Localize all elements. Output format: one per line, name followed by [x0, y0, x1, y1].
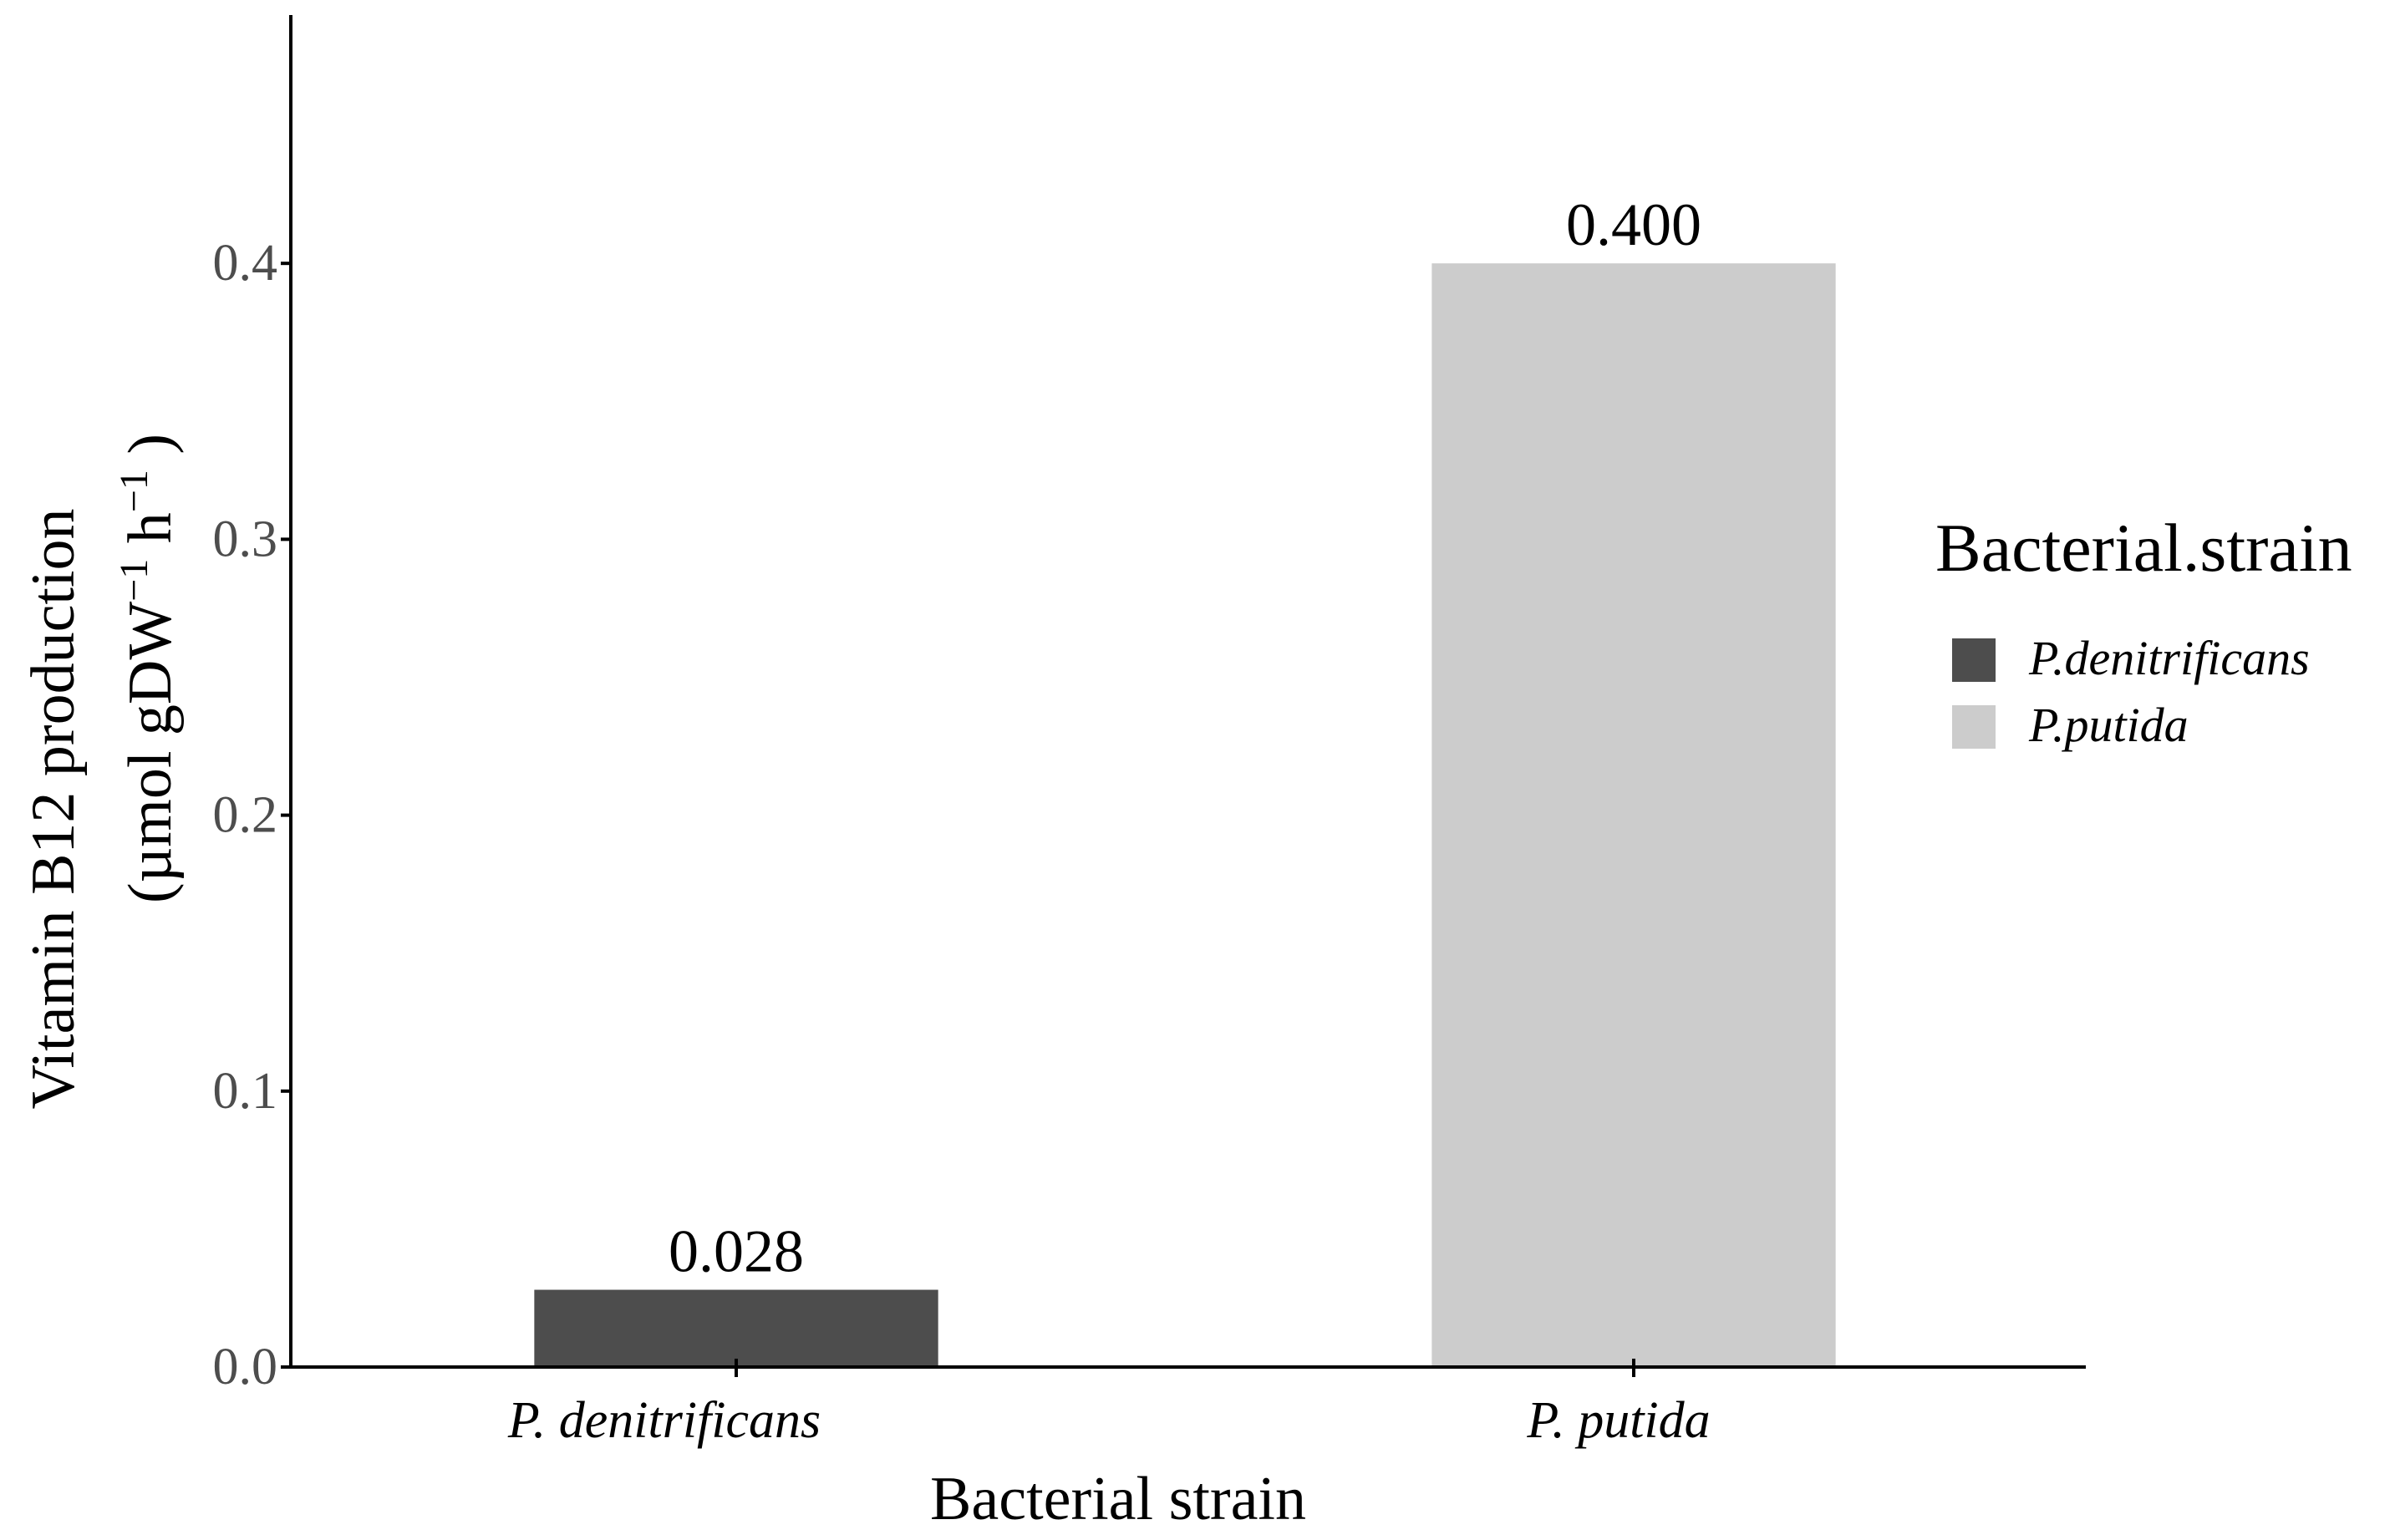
legend: Bacterial.strain P.denitrificans P.putid…: [1935, 510, 2352, 752]
y-units-sup-1: −1: [112, 559, 156, 602]
x-tick-label-p-putida: P. putida: [1526, 1392, 1710, 1449]
bar-p-putida: [1431, 263, 1836, 1367]
y-ticks-group: 0.0 0.1 0.2 0.3 0.4: [213, 235, 291, 1395]
y-units-part-3: ): [116, 434, 185, 470]
axes-group: [289, 15, 2086, 1369]
legend-swatch-p-putida: [1952, 705, 1996, 749]
legend-title: Bacterial.strain: [1935, 510, 2352, 586]
y-axis-title-units: (µmol gDW−1 h−1 ): [112, 434, 185, 903]
x-tick-label-p-denitrificans: P. denitrificans: [507, 1392, 821, 1449]
data-label-p-denitrificans: 0.028: [669, 1218, 804, 1285]
y-tick-label-0: 0.0: [213, 1339, 278, 1395]
data-label-p-putida: 0.400: [1566, 191, 1701, 258]
y-units-sup-2: −1: [112, 470, 156, 512]
y-units-part-2: h: [116, 512, 185, 559]
y-axis-title: Vitamin B12 production: [19, 508, 88, 1109]
y-units-part-1: (µmol gDW: [116, 602, 185, 903]
legend-label-p-putida: P.putida: [2028, 698, 2189, 752]
x-axis-title: Bacterial strain: [930, 1465, 1306, 1533]
legend-swatch-p-denitrificans: [1952, 638, 1996, 682]
data-labels-group: 0.028 0.400: [669, 191, 1701, 1284]
y-tick-label-1: 0.1: [213, 1063, 278, 1120]
bar-p-denitrificans: [534, 1289, 938, 1367]
y-tick-label-4: 0.4: [213, 235, 278, 292]
legend-label-p-denitrificans: P.denitrificans: [2028, 631, 2310, 685]
x-ticks-group: P. denitrificans P. putida: [507, 1359, 1711, 1449]
y-tick-label-3: 0.3: [213, 511, 278, 567]
y-tick-label-2: 0.2: [213, 787, 278, 844]
bars-group: [534, 263, 1836, 1367]
